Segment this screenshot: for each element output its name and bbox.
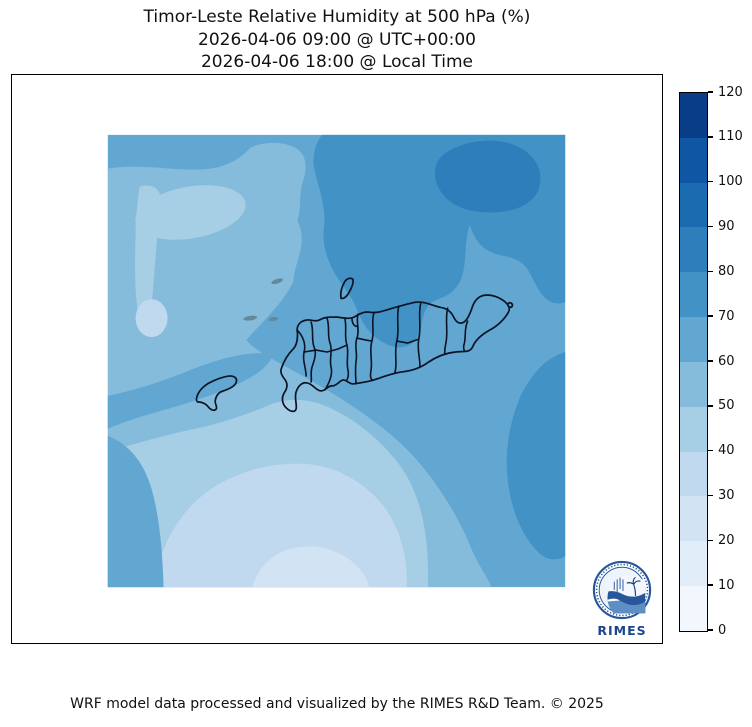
- colorbar-tick-label: 90: [718, 219, 735, 234]
- mainland-outline: [280, 294, 511, 413]
- rimes-logo-label: RIMES: [597, 623, 647, 638]
- colorbar-tick-label: 70: [718, 308, 735, 324]
- colorbar-segment-40-50: [680, 406, 707, 452]
- colorbar-tick-label: 20: [718, 532, 735, 548]
- region-40-50-stem: [135, 185, 161, 318]
- islet: [243, 315, 258, 321]
- colorbar-segment-110-120: [680, 93, 707, 138]
- colorbar-tick-label: 100: [718, 174, 743, 190]
- colorbar-tick-mark: [708, 180, 713, 183]
- region-60-70-diagonal: [107, 353, 273, 429]
- region-30-40-west: [135, 299, 168, 338]
- colorbar-tick-mark: [708, 405, 713, 407]
- logo-wave-crest: [605, 599, 621, 602]
- colorbar-tick-mark: [708, 629, 713, 631]
- region-40-50-arm: [135, 185, 246, 240]
- logo-palm-tree: [627, 577, 641, 595]
- colorbar-segment-100-110: [680, 137, 707, 183]
- contour-map: [107, 134, 566, 588]
- colorbar: [679, 92, 708, 632]
- colorbar-tick-mark: [708, 225, 713, 228]
- colorbar-tick-mark: [708, 360, 713, 362]
- chart-title: Timor-Leste Relative Humidity at 500 hPa…: [143, 7, 531, 27]
- colorbar-segment-20-30: [680, 496, 707, 542]
- colorbar-tick-mark: [708, 270, 713, 273]
- colorbar-tick-label: 30: [718, 488, 735, 503]
- colorbar-tick-mark: [708, 315, 713, 317]
- title-block: Timor-Leste Relative Humidity at 500 hPa…: [11, 6, 663, 74]
- jaco-outline: [506, 301, 514, 309]
- colorbar-segment-10-20: [680, 541, 707, 587]
- map-axes: [11, 74, 663, 644]
- colorbar-tick-label: 80: [718, 263, 735, 279]
- colorbar-tick-label: 110: [718, 129, 743, 145]
- colorbar-tick-mark: [708, 449, 713, 452]
- rimes-logo-emblem: [592, 560, 652, 620]
- humidity-field: [107, 134, 566, 588]
- colorbar-tick-label: 10: [718, 577, 735, 593]
- colorbar-segment-80-90: [680, 227, 707, 273]
- colorbar-tick-mark: [708, 584, 713, 586]
- small-islets: [243, 278, 283, 322]
- colorbar-tick-label: 40: [718, 443, 735, 459]
- islet: [271, 278, 283, 285]
- colorbar-tick-mark: [708, 136, 713, 138]
- footer-credit: WRF model data processed and visualized …: [70, 696, 604, 712]
- islet: [268, 317, 279, 322]
- atauro-outline: [339, 277, 354, 300]
- colorbar-tick-mark: [708, 91, 713, 93]
- region-60-70-southwest: [107, 435, 164, 588]
- colorbar-tick-label: 120: [718, 84, 743, 100]
- region-70-80-southeast: [506, 352, 566, 560]
- colorbar-tick-mark: [708, 539, 713, 542]
- region-20-30-south: [252, 546, 369, 588]
- colorbar-tick-label: 0: [718, 622, 727, 638]
- district-borders: [296, 302, 469, 391]
- colorbar-segment-60-70: [680, 317, 707, 362]
- timor-leste-boundaries: [195, 277, 514, 413]
- colorbar-tick-label: 60: [718, 353, 735, 369]
- chart-subtitle-utc: 2026-04-06 09:00 @ UTC+00:00: [198, 29, 476, 50]
- colorbar-tick-mark: [708, 494, 713, 497]
- colorbar-segment-0-10: [680, 586, 707, 631]
- logo-ring-text: [595, 563, 649, 617]
- region-80-90-northeast: [434, 140, 541, 213]
- colorbar-segment-50-60: [680, 361, 707, 407]
- chart-subtitle-local: 2026-04-06 18:00 @ Local Time: [200, 52, 474, 72]
- colorbar-tick-label: 50: [718, 398, 735, 414]
- colorbar-segment-90-100: [680, 182, 707, 228]
- rimes-logo: RIMES: [588, 559, 656, 639]
- colorbar-segment-30-40: [680, 451, 707, 497]
- colorbar-segment-70-80: [680, 272, 707, 318]
- oecusse-outline: [195, 375, 238, 412]
